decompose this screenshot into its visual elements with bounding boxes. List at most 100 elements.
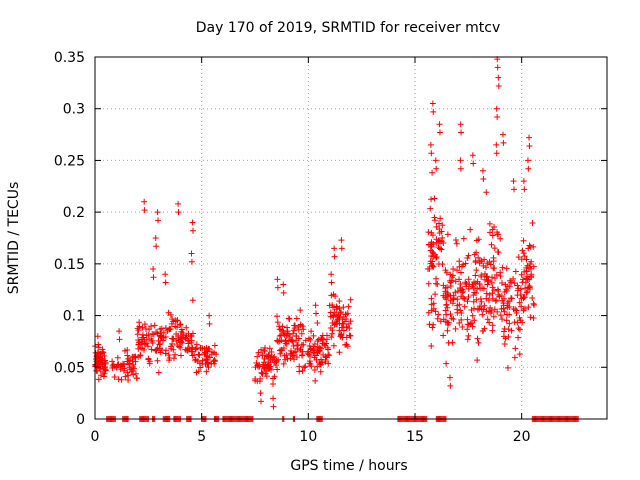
data-point bbox=[517, 285, 524, 292]
data-point bbox=[490, 313, 497, 320]
data-point bbox=[516, 326, 523, 333]
data-point bbox=[154, 217, 161, 224]
data-point bbox=[274, 276, 281, 283]
data-point bbox=[474, 357, 481, 364]
data-point bbox=[185, 338, 192, 345]
data-point bbox=[328, 334, 335, 341]
data-point bbox=[521, 186, 528, 193]
data-point bbox=[442, 267, 449, 274]
data-point bbox=[432, 157, 439, 164]
data-point bbox=[464, 326, 471, 333]
data-point bbox=[491, 223, 498, 230]
data-point bbox=[258, 346, 265, 353]
data-point bbox=[460, 235, 467, 242]
data-point bbox=[472, 280, 479, 287]
data-point bbox=[471, 305, 478, 312]
data-point bbox=[428, 260, 435, 267]
data-point bbox=[495, 74, 502, 81]
data-point bbox=[506, 311, 513, 318]
data-point bbox=[489, 226, 496, 233]
data-point bbox=[440, 332, 447, 339]
data-point bbox=[475, 339, 482, 346]
data-point bbox=[488, 279, 495, 286]
data-point bbox=[126, 364, 133, 371]
data-point bbox=[136, 323, 143, 330]
data-point bbox=[504, 364, 511, 371]
data-point bbox=[528, 274, 535, 281]
data-point bbox=[189, 227, 196, 234]
data-point bbox=[486, 220, 493, 227]
data-point bbox=[442, 307, 449, 314]
data-point bbox=[188, 348, 195, 355]
data-point bbox=[152, 235, 159, 241]
data-point bbox=[526, 134, 533, 141]
data-point bbox=[521, 253, 528, 260]
data-point bbox=[444, 231, 451, 238]
data-point bbox=[129, 358, 136, 365]
data-point bbox=[183, 332, 190, 339]
data-point bbox=[493, 105, 500, 112]
data-point bbox=[97, 372, 104, 379]
data-point bbox=[280, 360, 287, 367]
data-point bbox=[347, 296, 354, 303]
data-point bbox=[464, 336, 471, 343]
data-point bbox=[278, 346, 285, 353]
data-point bbox=[486, 291, 493, 298]
x-tick-label: 20 bbox=[513, 429, 531, 445]
data-point bbox=[482, 264, 489, 271]
data-point bbox=[268, 349, 275, 356]
data-point bbox=[519, 279, 526, 286]
ticks-layer: 0 5 10 15 20 0 0.05 0.1 0.15 0.2 0.25 0.3 0.35 bbox=[54, 50, 607, 445]
data-point bbox=[435, 244, 442, 251]
data-point bbox=[462, 260, 469, 267]
data-point bbox=[447, 271, 454, 278]
data-point bbox=[203, 368, 210, 375]
data-point bbox=[295, 326, 302, 333]
data-point bbox=[148, 323, 155, 330]
data-point bbox=[459, 324, 466, 331]
data-point bbox=[159, 337, 166, 344]
data-point bbox=[458, 316, 465, 323]
data-point bbox=[447, 297, 454, 304]
data-point bbox=[281, 352, 288, 359]
data-point bbox=[330, 342, 337, 349]
data-point bbox=[177, 344, 184, 351]
data-point bbox=[122, 373, 129, 380]
data-point bbox=[293, 332, 300, 339]
data-point bbox=[312, 302, 319, 309]
data-point bbox=[130, 371, 137, 378]
data-point bbox=[531, 301, 538, 308]
data-point bbox=[452, 289, 459, 296]
data-point bbox=[296, 347, 303, 354]
data-point bbox=[189, 219, 196, 226]
data-point bbox=[468, 306, 475, 313]
data-point bbox=[444, 284, 451, 291]
data-point bbox=[431, 217, 438, 224]
data-point bbox=[470, 298, 477, 305]
data-point bbox=[450, 295, 457, 302]
data-point bbox=[302, 337, 309, 344]
data-point bbox=[162, 350, 169, 357]
data-point bbox=[456, 263, 463, 270]
data-point bbox=[458, 129, 465, 136]
data-point bbox=[296, 363, 303, 370]
y-tick-label: 0.35 bbox=[54, 50, 85, 66]
data-point bbox=[273, 357, 280, 364]
data-point bbox=[508, 327, 515, 334]
data-point bbox=[124, 369, 131, 376]
data-point bbox=[477, 303, 484, 310]
data-point bbox=[469, 312, 476, 319]
data-point bbox=[172, 323, 179, 330]
data-point bbox=[264, 354, 271, 361]
data-point bbox=[526, 242, 533, 249]
data-point bbox=[266, 345, 273, 352]
data-point bbox=[493, 297, 500, 304]
data-point bbox=[483, 290, 490, 297]
data-point bbox=[199, 357, 206, 364]
data-point bbox=[491, 287, 498, 294]
data-point bbox=[454, 302, 461, 309]
data-point bbox=[135, 341, 142, 348]
data-point bbox=[263, 367, 270, 374]
data-point bbox=[211, 349, 218, 356]
data-point bbox=[160, 329, 167, 336]
